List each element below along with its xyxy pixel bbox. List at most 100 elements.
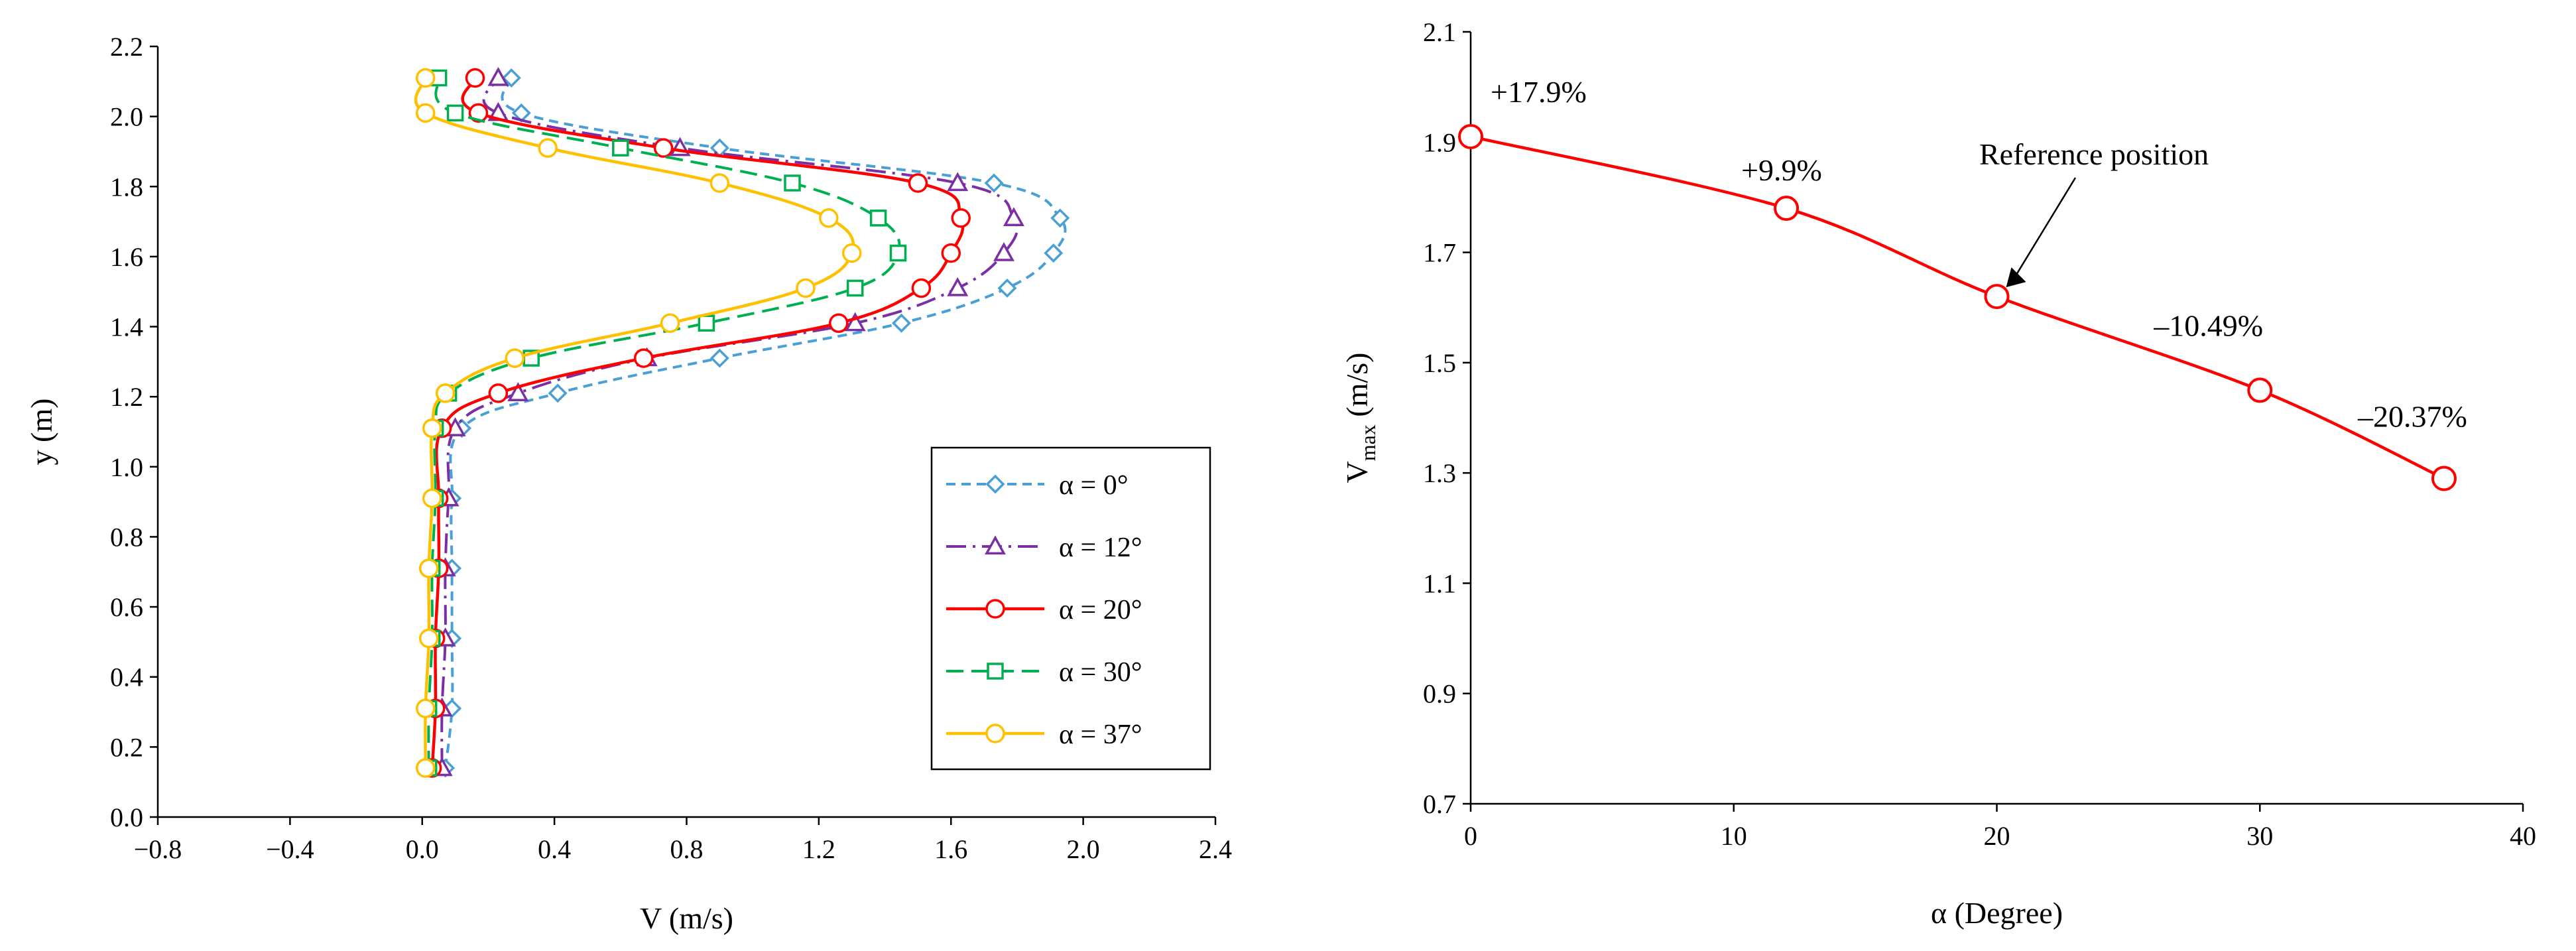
y-tick-label: 0.8	[110, 522, 143, 552]
reference-arrow-head	[2006, 267, 2026, 288]
series-3	[422, 68, 971, 778]
data-point	[2431, 466, 2457, 491]
x-axis-label: V (m/s)	[640, 901, 733, 935]
data-point	[507, 382, 529, 402]
x-tick-label: 40	[2510, 821, 2536, 851]
y-tick-label: 0.7	[1423, 789, 1456, 819]
x-tick-label: 30	[2246, 821, 2273, 851]
y-tick-label: 0.4	[110, 663, 143, 692]
y-tick-label: 1.8	[110, 172, 143, 202]
data-point	[465, 68, 485, 88]
y-tick-label: 1.5	[1423, 348, 1456, 378]
data-point	[1984, 284, 2010, 310]
x-tick-label: 0.8	[670, 834, 704, 864]
velocity-profile-chart: −0.8 −0.4 0.0 0.4 0.8 1.2 1.6 2.0 2.4 0.0 0.2 0.4 0.…	[25, 32, 1232, 935]
data-point	[633, 348, 654, 368]
legend-swatch-marker	[985, 724, 1005, 743]
data-point	[1458, 123, 1483, 149]
data-point	[869, 210, 887, 227]
series-5	[414, 68, 862, 778]
legend: α = 0° α = 12° α = 20° α = 30° α = 37°	[930, 446, 1211, 771]
legend-swatch-marker	[985, 599, 1005, 619]
data-point	[418, 558, 439, 578]
data-point	[951, 208, 971, 228]
x-tick-label: 0.0	[406, 834, 439, 864]
data-point	[435, 383, 456, 403]
x-tick-label: 0	[1464, 821, 1477, 851]
data-point	[1774, 196, 1800, 222]
y-tick-label: 2.2	[110, 32, 143, 62]
data-label: –20.37%	[2357, 399, 2467, 433]
x-axis-label: α (Degree)	[1931, 896, 2063, 930]
reference-position-label: Reference position	[1979, 137, 2209, 171]
y-tick-label: 1.2	[110, 382, 143, 412]
data-point	[1044, 243, 1064, 263]
series-line	[427, 77, 901, 769]
data-point	[829, 313, 849, 334]
data-point	[984, 173, 1004, 193]
y-tick-label: 1.9	[1423, 127, 1456, 157]
max-velocity-chart: 0 10 20 30 40 0.7 0.9 1.1 1.3 1.5 1.7 1.9 2.1 α (Degr…	[1340, 17, 2536, 930]
data-point	[501, 68, 521, 88]
y-tick-label: 0.9	[1423, 679, 1456, 709]
y-tick-label: 1.6	[110, 242, 143, 272]
data-point	[487, 66, 509, 86]
data-point	[993, 242, 1014, 261]
legend-label: α = 37°	[1059, 720, 1142, 750]
y-tick-label: 1.3	[1423, 458, 1456, 488]
data-point	[415, 758, 436, 778]
reference-arrow-line	[2012, 177, 2077, 281]
y-axis-label: Vmax (m/s)	[1340, 353, 1380, 483]
data-point	[422, 418, 442, 438]
data-label: +17.9%	[1491, 75, 1587, 109]
data-point	[784, 174, 801, 192]
x-tick-label: 2.4	[1199, 834, 1232, 864]
data-point	[653, 138, 674, 158]
data-point	[488, 383, 509, 403]
x-tick-label: −0.4	[266, 834, 314, 864]
y-axis-label: y (m)	[25, 399, 58, 466]
x-tick-label: 20	[1984, 821, 2010, 851]
data-point	[889, 244, 907, 262]
data-point	[941, 243, 961, 263]
data-point	[796, 278, 816, 298]
data-point	[1003, 207, 1024, 226]
data-point	[415, 68, 436, 88]
data-point	[415, 103, 436, 123]
series-line	[430, 77, 965, 769]
data-point	[709, 348, 729, 368]
data-label: –10.49%	[2153, 308, 2263, 342]
x-tick-label: 2.0	[1067, 834, 1100, 864]
y-tick-label: 2.1	[1423, 17, 1456, 47]
x-tick-label: 1.6	[934, 834, 967, 864]
legend-label: α = 12°	[1059, 533, 1142, 563]
legend-label: α = 20°	[1059, 595, 1142, 625]
x-tick-label: 10	[1721, 821, 1747, 851]
data-point	[612, 139, 629, 157]
x-tick-label: −0.8	[134, 834, 182, 864]
series-4	[420, 69, 907, 777]
data-point	[841, 243, 862, 263]
data-point	[505, 348, 525, 368]
y-tick-label: 1.0	[110, 452, 143, 482]
data-point	[947, 172, 969, 192]
y-tick-label: 1.7	[1423, 238, 1456, 268]
data-point	[446, 104, 464, 122]
legend-swatch-marker	[987, 663, 1004, 680]
legend-swatch-marker	[985, 474, 1005, 494]
data-point	[846, 279, 864, 297]
data-point	[660, 313, 680, 334]
data-point	[468, 103, 489, 123]
series-1	[436, 68, 1070, 778]
y-tick-label: 1.1	[1423, 568, 1456, 598]
y-tick-label: 0.6	[110, 592, 143, 622]
data-point	[422, 488, 442, 509]
y-tick-label: 2.0	[110, 102, 143, 132]
y-axis-label-main: V	[1340, 461, 1374, 483]
series-line	[1470, 135, 2445, 480]
data-point	[892, 313, 911, 333]
data-point	[418, 628, 439, 649]
y-axis-label-unit: (m/s)	[1340, 353, 1374, 425]
data-point	[1050, 208, 1070, 228]
